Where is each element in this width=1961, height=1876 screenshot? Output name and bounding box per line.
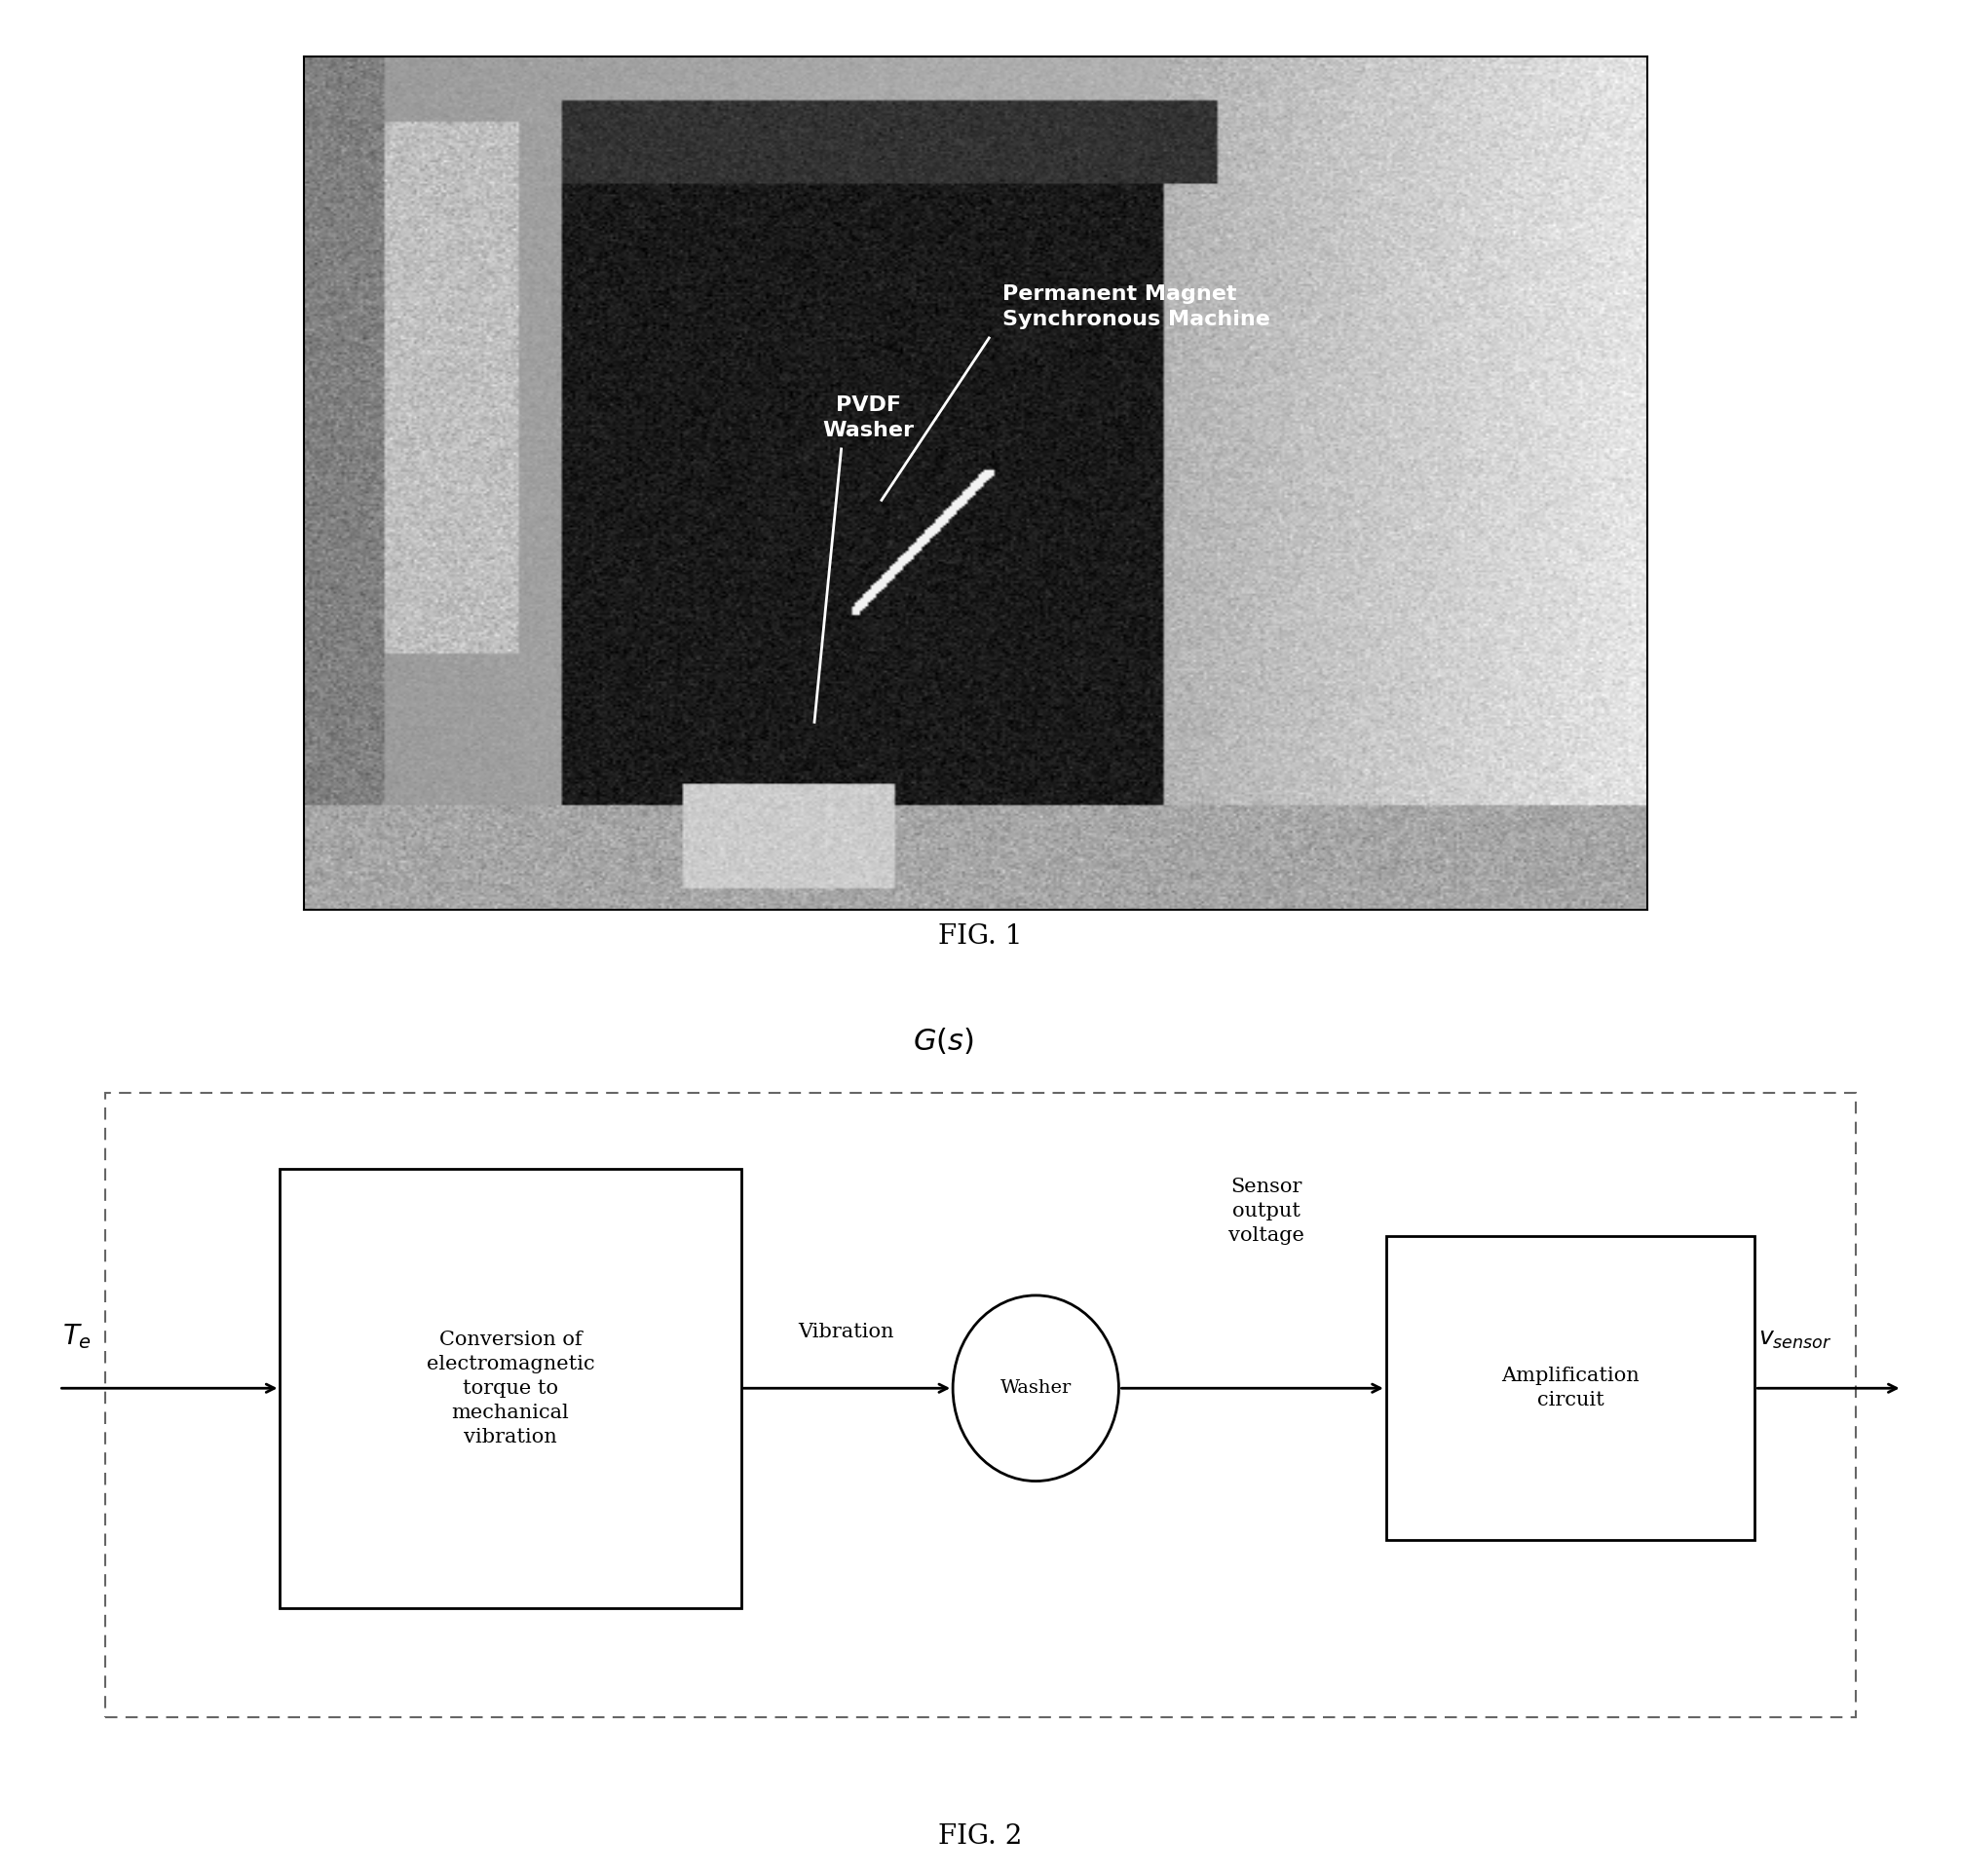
Text: Amplification
circuit: Amplification circuit [1502, 1368, 1639, 1409]
Text: Conversion of
electromagnetic
torque to
mechanical
vibration: Conversion of electromagnetic torque to … [426, 1330, 594, 1446]
Text: FIG. 2: FIG. 2 [939, 1823, 1022, 1850]
Ellipse shape [953, 1294, 1118, 1482]
Text: Sensor
output
voltage: Sensor output voltage [1228, 1178, 1304, 1244]
Text: $v_{sensor}$: $v_{sensor}$ [1759, 1328, 1832, 1351]
Text: $T_e$: $T_e$ [63, 1323, 92, 1351]
FancyBboxPatch shape [1386, 1236, 1755, 1540]
Text: PVDF
Washer: PVDF Washer [822, 396, 914, 441]
FancyBboxPatch shape [280, 1169, 741, 1608]
Text: FIG. 1: FIG. 1 [939, 923, 1022, 949]
Text: Washer: Washer [1000, 1379, 1071, 1398]
Text: Permanent Magnet
Synchronous Machine: Permanent Magnet Synchronous Machine [1002, 285, 1271, 330]
Text: $G(s)$: $G(s)$ [914, 1026, 975, 1058]
Text: Vibration: Vibration [798, 1323, 894, 1341]
